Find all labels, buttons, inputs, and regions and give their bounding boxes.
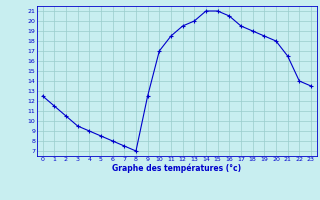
X-axis label: Graphe des températures (°c): Graphe des températures (°c): [112, 164, 241, 173]
